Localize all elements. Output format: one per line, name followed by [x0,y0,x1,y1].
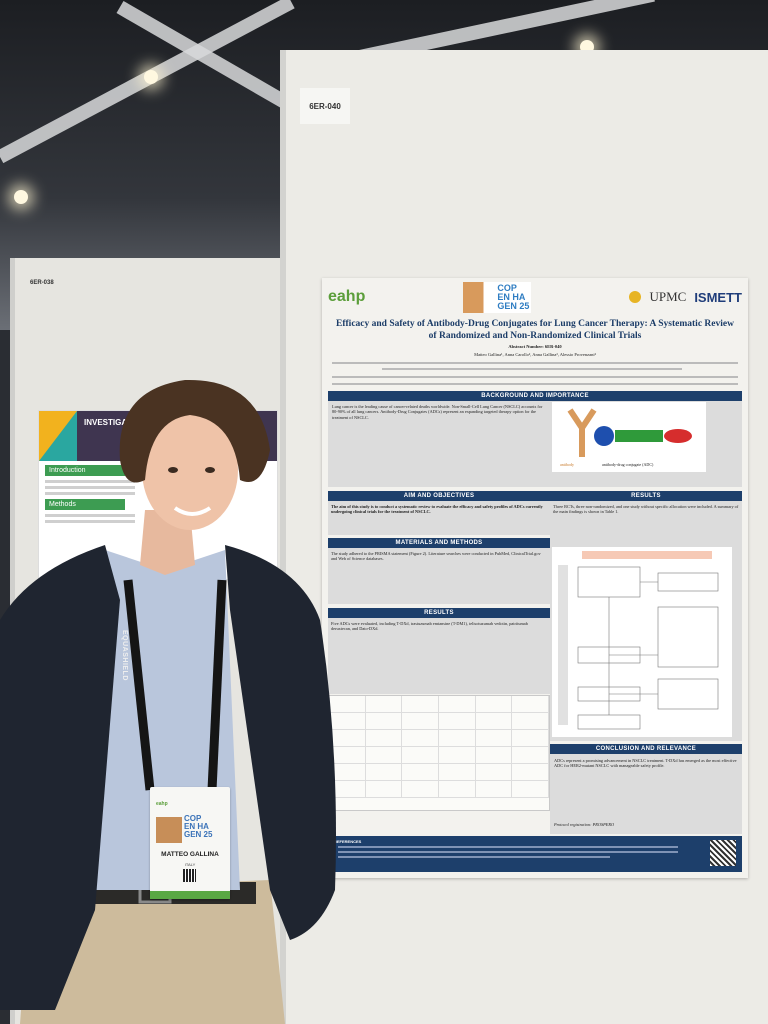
smile [173,506,212,516]
left-poster-section: Methods [45,499,125,510]
references-section: REFERENCES [328,836,742,872]
results-table [328,695,550,811]
section-heading-results: RESULTS [328,608,550,618]
badge-country: ITALY [184,862,196,867]
lanyard [123,579,155,791]
upmc-logo: UPMC ISMETT [629,289,742,305]
ismett-logo: ISMETT [694,289,742,305]
poster: eahp COP EN HA GEN 25 UPMC ISMETT Efficacy … [322,278,748,878]
badge-photo [156,817,182,843]
face [142,410,238,530]
jacket-left [0,545,120,1010]
name-badge: eahp COP EN HA GEN 25 MATTEO GALLINA ITALY [150,787,230,899]
left-board-label: 6ER-038 [30,280,54,286]
badge-congress-logo: COP EN HA GEN 25 [184,814,213,839]
board-label: 6ER-040 [300,88,350,124]
ceiling-lamp [14,190,28,204]
results-right-text: Three RCTs, three non-randomized, and on… [553,504,739,515]
poster-logo-row: eahp COP EN HA GEN 25 UPMC ISMETT [328,280,742,314]
eahp-logo: eahp [328,288,366,305]
person [0,379,336,1024]
section-heading-aim: AIM AND OBJECTIVES [328,491,550,501]
badge-stripe [150,891,230,899]
conclusion-text: ADCs represent a promising advancement i… [554,758,737,769]
section-heading-results-right: RESULTS [550,491,742,501]
section-heading-conclusion: CONCLUSION AND RELEVANCE [550,744,742,754]
abstract-number: Abstract Number: 6ER-040 [508,344,562,349]
badge-qr-code [183,869,196,882]
left-poster-section: Introduction [45,465,125,476]
background-text: Lung cancer is the leading cause of canc… [332,404,543,420]
adc-structure-figure: antibody antibody-drug conjugate (ADC) [552,402,706,472]
protocol-registration: Protocol registration: PROSPERO [554,822,615,827]
svg-text:antibody-drug conjugate (ADC): antibody-drug conjugate (ADC) [602,462,654,467]
section-heading-methods: MATERIALS AND METHODS [328,538,550,548]
results-text: Five ADCs were evaluated, including T-DX… [331,621,528,632]
qr-code [710,840,736,866]
lanyard-text: EQUASHIELD [121,630,128,681]
poster-title: Efficacy and Safety of Antibody-Drug Con… [336,319,734,341]
section-heading-background: BACKGROUND AND IMPORTANCE [328,391,742,401]
curly-hair [119,379,271,483]
prisma-flowchart [552,547,732,737]
left-poster-logo [39,411,77,461]
congress-logo: COP EN HA GEN 25 [463,281,532,313]
badge-eahp-logo: eahp [156,801,168,807]
ceiling-lamp [144,70,158,84]
svg-text:antibody: antibody [560,462,574,467]
jacket-right [225,545,336,940]
methods-text: The study adhered to the PRISMA statemen… [331,551,541,562]
antibody-drug-conjugate-diagram: antibody antibody-drug conjugate (ADC) [560,408,692,467]
references-heading: REFERENCES [334,839,362,844]
poster-authors: Matteo Gallina¹, Anna Carollo², Anna Gal… [474,352,596,357]
badge-name: MATTEO GALLINA [161,851,219,858]
aim-text: The aim of this study is to conduct a sy… [331,504,543,515]
